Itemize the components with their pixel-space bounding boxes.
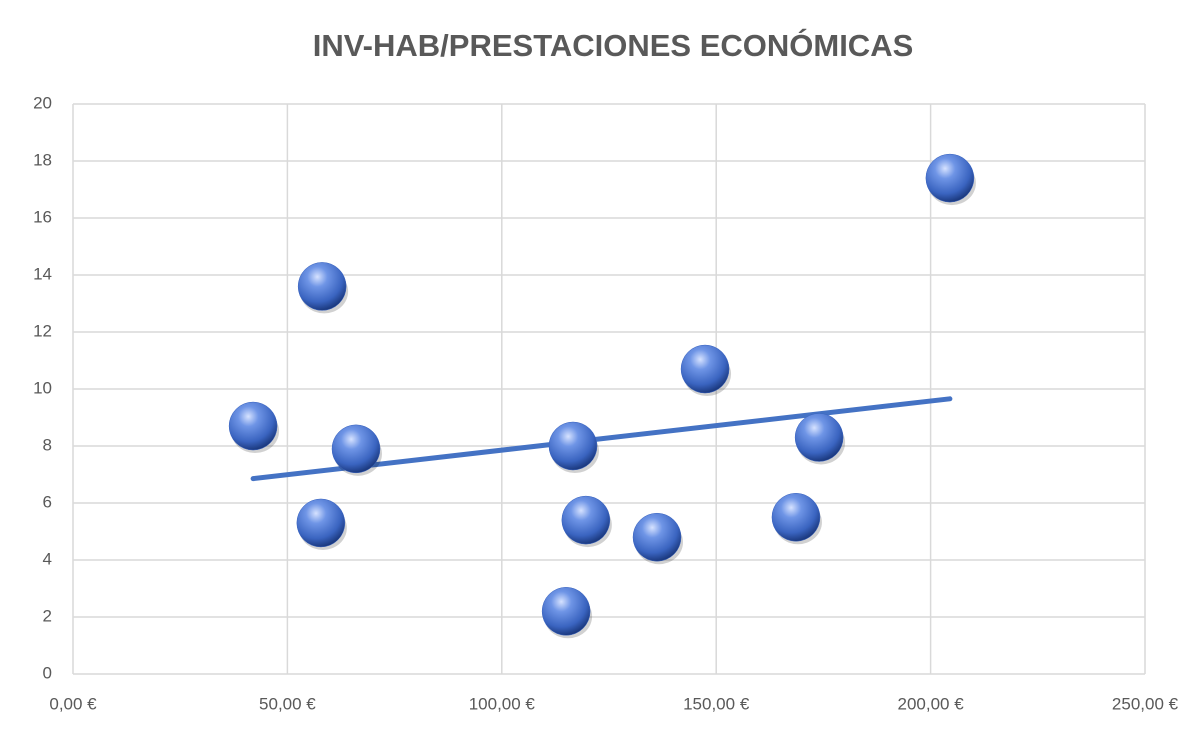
x-tick-label: 50,00 € [259,694,316,713]
y-tick-label: 16 [33,207,52,226]
y-tick-label: 12 [33,321,52,340]
y-tick-label: 6 [43,492,52,511]
point [228,401,278,451]
chart-title: INV-HAB/PRESTACIONES ECONÓMICAS [313,27,914,63]
point [297,262,347,311]
point [331,424,381,474]
y-tick-label: 8 [43,435,52,454]
y-tick-label: 14 [33,264,52,283]
x-tick-label: 200,00 € [898,694,965,713]
x-tick-label: 0,00 € [49,694,97,713]
point [561,495,611,545]
y-tick-label: 18 [33,150,52,169]
y-tick-label: 2 [43,606,52,625]
y-tick-label: 0 [43,663,52,682]
point [541,587,591,636]
point [680,344,730,394]
point [296,498,346,548]
point [632,512,682,562]
x-tick-label: 100,00 € [469,694,536,713]
point [925,153,975,203]
y-tick-label: 10 [33,378,52,397]
point [794,413,844,462]
y-tick-label: 4 [43,549,52,568]
y-tick-label: 20 [33,93,52,112]
x-tick-label: 150,00 € [683,694,750,713]
point [771,493,821,542]
point [548,421,598,471]
x-tick-label: 250,00 € [1112,694,1179,713]
